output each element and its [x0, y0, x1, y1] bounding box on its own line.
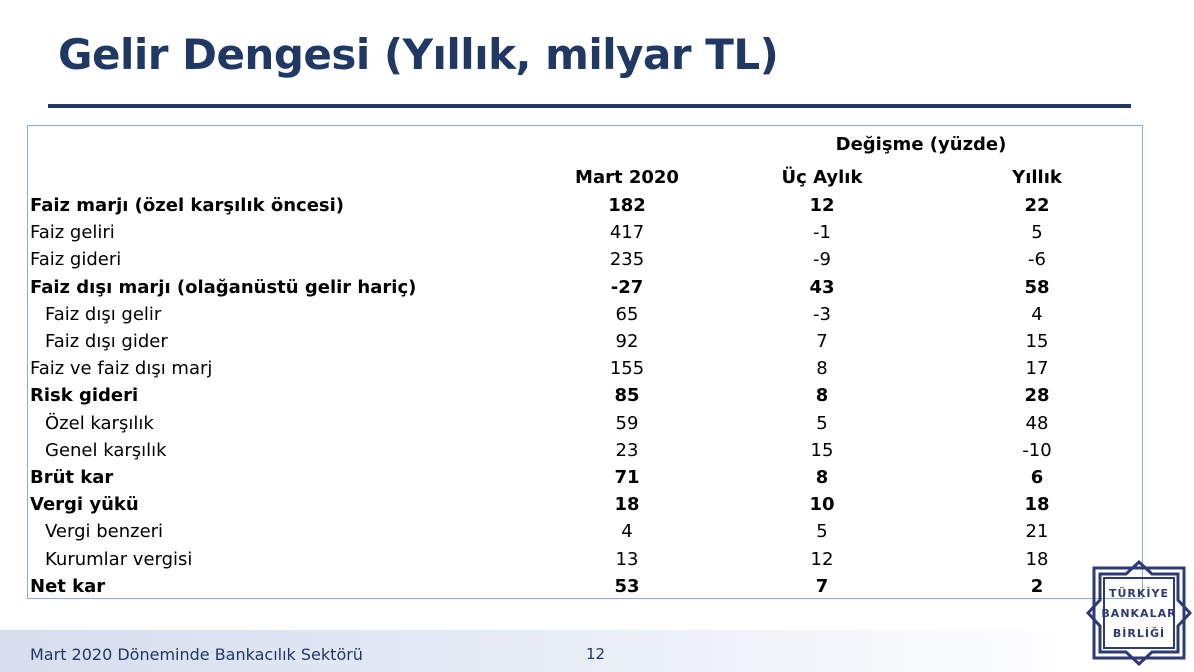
- row-label: Faiz geliri: [30, 222, 115, 244]
- cell-quarterly-change: 7: [815, 575, 829, 597]
- cell-mart-2020: 13: [615, 548, 639, 570]
- cell-quarterly-change: 8: [816, 358, 828, 380]
- cell-quarterly-change: 15: [810, 439, 834, 461]
- table-row: Faiz geliri 417 -1 5: [30, 219, 1140, 246]
- row-label: Net kar: [30, 575, 106, 597]
- page-number: 12: [586, 645, 606, 663]
- cell-yearly-change: 58: [1024, 276, 1050, 298]
- page-title: Gelir Dengesi (Yıllık, milyar TL): [58, 30, 779, 79]
- cell-yearly-change: -10: [1022, 439, 1052, 461]
- cell-yearly-change: 48: [1025, 412, 1049, 434]
- footer-text: Mart 2020 Döneminde Bankacılık Sektörü: [30, 645, 363, 664]
- logo-text-line-3: BİRLİĞİ: [1113, 626, 1165, 640]
- cell-yearly-change: 5: [1031, 222, 1043, 244]
- logo-text-line-1: TÜRKİYE: [1109, 586, 1169, 600]
- table-row: Genel karşılık 23 15 -10: [30, 437, 1140, 464]
- row-label: Faiz gideri: [30, 249, 122, 271]
- cell-quarterly-change: 10: [809, 494, 835, 516]
- column-header-quarterly: Üç Aylık: [781, 167, 863, 188]
- table-row: Faiz dışı marjı (olağanüstü gelir hariç)…: [30, 274, 1140, 301]
- title-divider: [48, 104, 1131, 108]
- row-label: Faiz dışı marjı (olağanüstü gelir hariç): [30, 276, 417, 298]
- cell-mart-2020: 4: [621, 521, 633, 543]
- cell-quarterly-change: 5: [816, 521, 828, 543]
- cell-yearly-change: 17: [1025, 358, 1049, 380]
- cell-quarterly-change: 12: [809, 195, 835, 216]
- cell-quarterly-change: 43: [809, 276, 835, 298]
- column-header-yearly: Yıllık: [1012, 167, 1062, 188]
- table-row: Vergi benzeri 4 5 21: [30, 518, 1140, 545]
- cell-quarterly-change: 7: [816, 331, 828, 352]
- row-label: Kurumlar vergisi: [45, 548, 193, 570]
- cell-mart-2020: 71: [614, 467, 640, 488]
- cell-mart-2020: 65: [615, 303, 639, 325]
- table-row: Faiz ve faiz dışı marj 155 8 17: [30, 355, 1140, 382]
- cell-quarterly-change: 5: [816, 412, 828, 434]
- row-label: Faiz ve faiz dışı marj: [30, 358, 213, 380]
- table-row: Risk gideri 85 8 28: [30, 382, 1140, 409]
- column-header-mart-2020: Mart 2020: [575, 167, 679, 188]
- cell-yearly-change: 4: [1031, 303, 1043, 325]
- row-label: Özel karşılık: [45, 412, 154, 434]
- row-label: Genel karşılık: [45, 439, 167, 461]
- cell-mart-2020: -27: [610, 276, 644, 298]
- cell-mart-2020: 235: [609, 249, 645, 271]
- row-label: Faiz dışı gider: [45, 331, 168, 352]
- cell-mart-2020: 417: [609, 222, 645, 244]
- cell-quarterly-change: 12: [810, 548, 834, 570]
- cell-mart-2020: 53: [614, 575, 640, 597]
- row-label: Risk gideri: [30, 385, 139, 407]
- cell-yearly-change: 28: [1024, 385, 1050, 407]
- table-row: Faiz gideri 235 -9 -6: [30, 246, 1140, 273]
- table-row: Net kar 53 7 2: [30, 573, 1140, 600]
- table-row: Kurumlar vergisi 13 12 18: [30, 546, 1140, 573]
- table-row: Faiz marjı (özel karşılık öncesi) 182 12 22: [30, 192, 1140, 219]
- cell-yearly-change: 21: [1025, 521, 1049, 543]
- table-row: Özel karşılık 59 5 48: [30, 410, 1140, 437]
- cell-mart-2020: 59: [615, 412, 639, 434]
- row-label: Brüt kar: [30, 467, 114, 488]
- cell-quarterly-change: 8: [815, 385, 829, 407]
- cell-mart-2020: 23: [615, 439, 639, 461]
- cell-yearly-change: -6: [1028, 249, 1046, 271]
- table-row: Vergi yükü 18 10 18: [30, 491, 1140, 518]
- cell-mart-2020: 92: [615, 331, 639, 352]
- cell-yearly-change: 18: [1025, 548, 1049, 570]
- cell-quarterly-change: -1: [813, 222, 831, 244]
- row-label: Faiz dışı gelir: [45, 303, 162, 325]
- row-label: Vergi benzeri: [45, 521, 164, 543]
- cell-mart-2020: 182: [608, 195, 646, 216]
- cell-mart-2020: 18: [614, 494, 640, 516]
- cell-yearly-change: 2: [1030, 575, 1044, 597]
- table-row: Faiz dışı gelir 65 -3 4: [30, 301, 1140, 328]
- logo-text-line-2: BANKALAR: [1101, 607, 1176, 620]
- footer-band: [0, 630, 1100, 672]
- income-table-frame: [27, 125, 1143, 599]
- tbb-logo-icon: TÜRKİYE BANKALAR BİRLİĞİ: [1086, 560, 1192, 666]
- cell-mart-2020: 155: [609, 358, 645, 380]
- row-label: Faiz marjı (özel karşılık öncesi): [30, 195, 345, 216]
- cell-quarterly-change: 8: [815, 467, 829, 488]
- cell-yearly-change: 6: [1030, 467, 1044, 488]
- table-row: Faiz dışı gider 92 7 15: [30, 328, 1140, 355]
- table-row: Brüt kar 71 8 6: [30, 464, 1140, 491]
- cell-yearly-change: 15: [1025, 331, 1049, 352]
- cell-yearly-change: 18: [1024, 494, 1050, 516]
- table-group-header: Değişme (yüzde): [835, 134, 1007, 155]
- cell-yearly-change: 22: [1024, 195, 1050, 216]
- cell-mart-2020: 85: [614, 385, 640, 407]
- row-label: Vergi yükü: [30, 494, 139, 516]
- cell-quarterly-change: -3: [813, 303, 831, 325]
- cell-quarterly-change: -9: [813, 249, 831, 271]
